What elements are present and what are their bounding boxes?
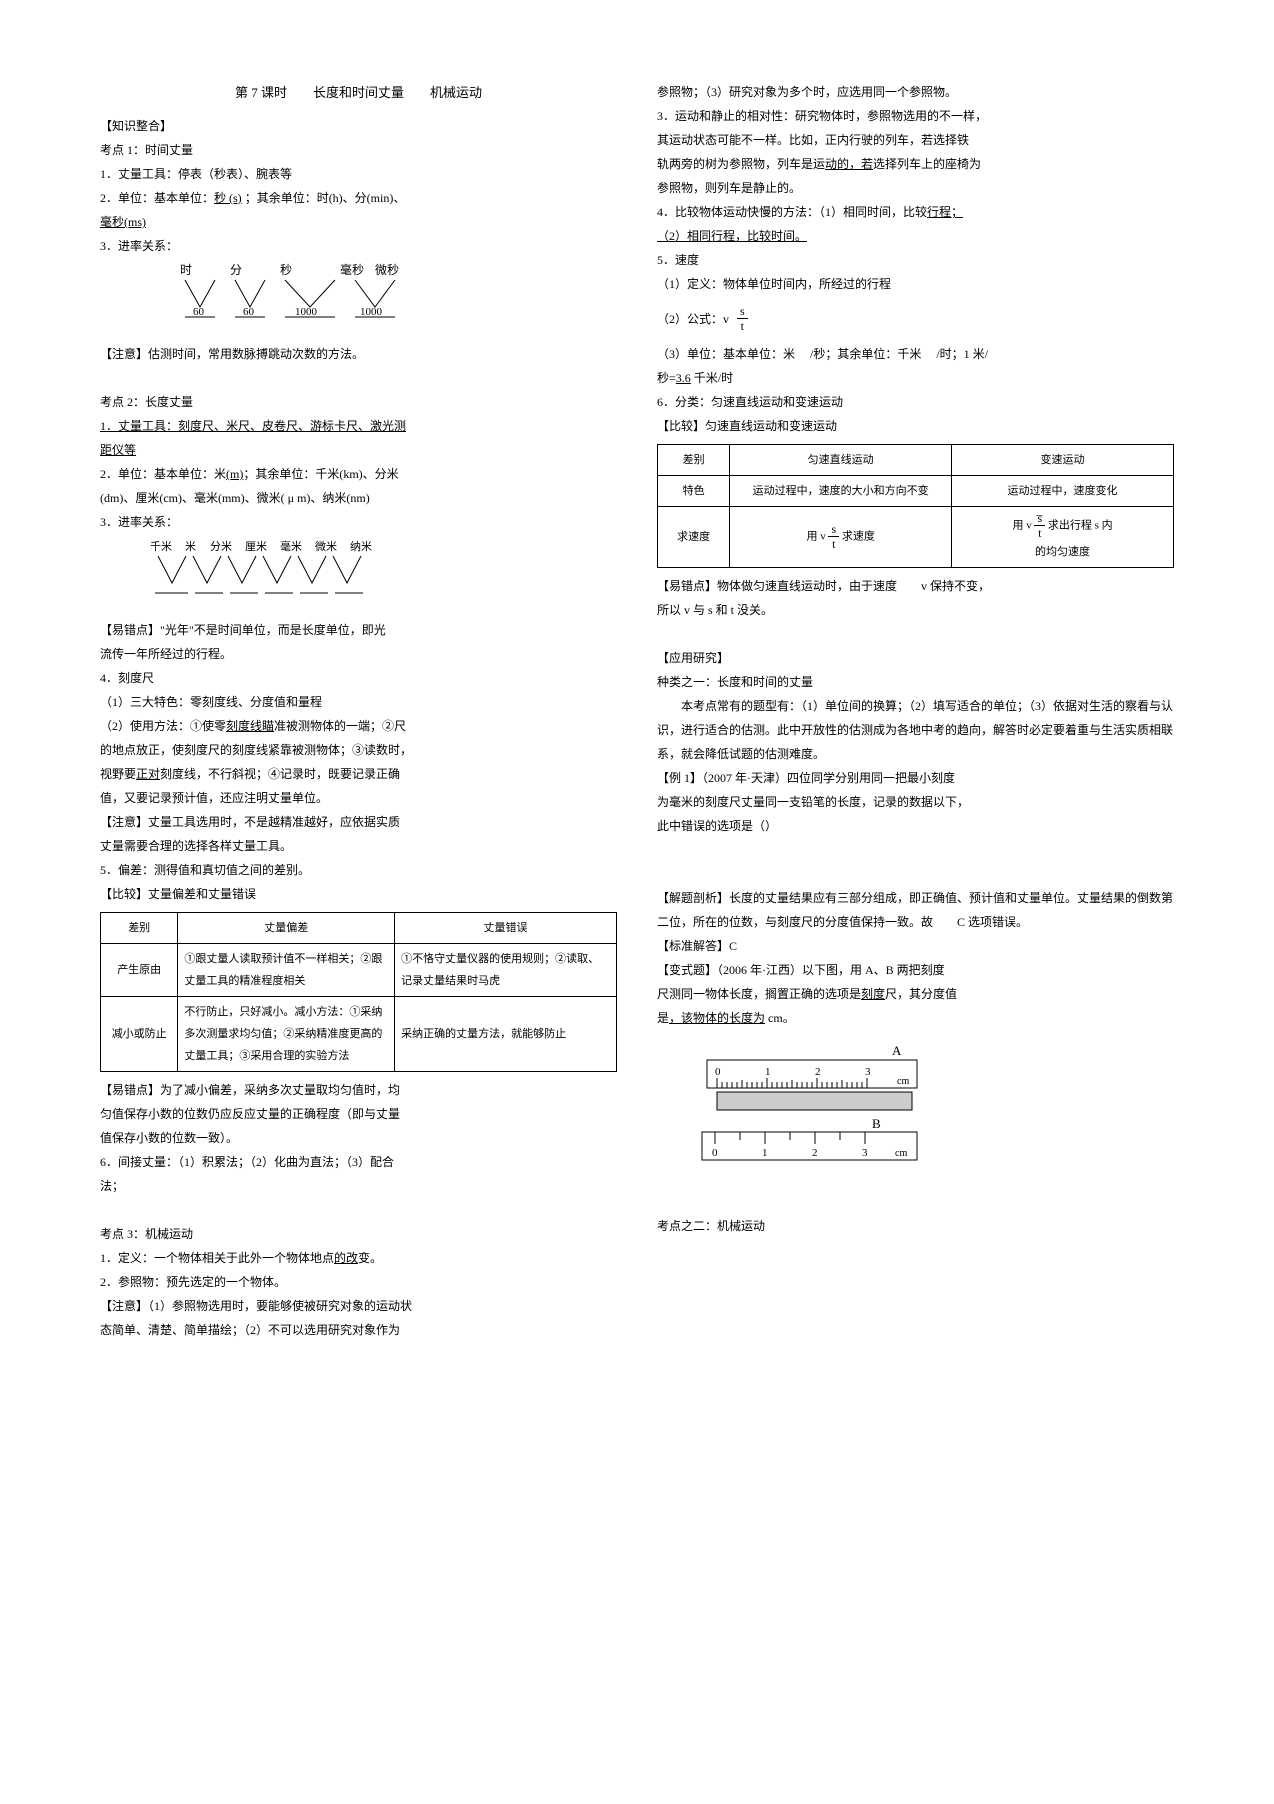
kp1-units: 2．单位：基本单位：秒 (s) ；其余单位：时(h)、分(min)、 [100,186,617,210]
speed-def: （1）定义：物体单位时间内，所经过的行程 [657,272,1174,296]
svg-text:分米: 分米 [210,540,232,553]
ex1-c: 此中错误的选项是（） [657,814,1174,838]
kp3: 考点 3：机械运动 [100,1222,617,1246]
kp2-error: 5．偏差：测得值和真切值之间的差别。 [100,858,617,882]
svg-text:1000: 1000 [295,306,318,318]
svg-text:0: 0 [712,1147,718,1159]
relativity-d: 参照物，则列车是静止的。 [657,176,1174,200]
err-lightyear-b: 流传一年所经过的行程。 [100,642,617,666]
kp2-rate: 3．进率关系： [100,510,617,534]
kp3-def: 1．定义：一个物体相关于此外一个物体地点的改变。 [100,1246,617,1270]
svg-text:毫米: 毫米 [280,539,302,553]
svg-text:cm: cm [897,1076,909,1087]
svg-text:分: 分 [230,263,242,277]
speed: 5．速度 [657,248,1174,272]
compare-speed-2: （2）相同行程，比较时间。 [657,224,1174,248]
svg-text:时: 时 [180,263,192,277]
svg-text:cm: cm [895,1148,907,1159]
err-avg-a: 【易错点】为了减小偏差，采纳多次丈量取均匀值时，均 [100,1078,617,1102]
variant-b: 尺测同一物体长度，搁置正确的选项是刻度尺，其分度值 [657,982,1174,1006]
analysis: 【解题剖析】长度的丈量结果应有三部分组成，即正确值、预计值和丈量单位。丈量结果的… [657,886,1174,934]
err-uniform-b: 所以 v 与 s 和 t 没关。 [657,598,1174,622]
note-pulse: 【注意】估测时间，常用数脉搏跳动次数的方法。 [100,342,617,366]
speed-unit-a: （3）单位：基本单位：米 /秒；其余单位：千米 /时；1 米/ [657,342,1174,366]
compare-speed: 4．比较物体运动快慢的方法：（1）相同时间，比较行程； [657,200,1174,224]
length-rate-diagram: 千米米 分米厘米毫米微米纳米 [100,538,617,608]
speed-formula: （2）公式：v st [657,304,1174,334]
svg-text:2: 2 [812,1147,818,1159]
kp1-rate: 3．进率关系： [100,234,617,258]
kp2-ruler: 4．刻度尺 [100,666,617,690]
svg-text:米: 米 [185,540,196,553]
compare-error: 【比较】丈量偏差和丈量错误 [100,882,617,906]
ex1-b: 为毫米的刻度尺丈量同一支铅笔的长度，记录的数据以下， [657,790,1174,814]
compare-motion: 【比较】匀速直线运动和变速运动 [657,414,1174,438]
lesson-title: 第 7 课时 长度和时间丈量 机械运动 [100,80,617,106]
err-uniform-a: 【易错点】物体做匀速直线运动时，由于速度 v 保持不变， [657,574,1174,598]
error-comparison-table: 差别丈量偏差丈量错误 产生原由①跟丈量人读取预计值不一样相关；②跟丈量工具的精准… [100,912,617,1072]
speed-unit-b: 秒=3.6 千米/时 [657,366,1174,390]
kp2-indirect-b: 法； [100,1174,617,1198]
svg-text:1000: 1000 [360,306,383,318]
svg-text:3: 3 [862,1147,868,1159]
svg-text:1: 1 [765,1066,771,1078]
svg-text:0: 0 [715,1066,721,1078]
svg-text:微米: 微米 [315,539,337,553]
svg-text:厘米: 厘米 [245,540,267,553]
app-type1: 种类之一：长度和时间的丈量 [657,670,1174,694]
err-avg-b: 匀值保存小数的位数仍应反应丈量的正确程度（即与丈量 [100,1102,617,1126]
relativity-c: 轨两旁的树为参照物，列车是运动的，若选择列车上的座椅为 [657,152,1174,176]
kp2-ruler-1: （1）三大特色：零刻度线、分度值和量程 [100,690,617,714]
kp2-tools-a: 1．丈量工具：刻度尺、米尺、皮卷尺、游标卡尺、激光测 [100,414,617,438]
motion-comparison-table: 差别匀速直线运动变速运动 特色运动过程中，速度的大小和方向不变运动过程中，速度变… [657,444,1174,568]
note-ref-a: 【注意】（1）参照物选用时，要能够使被研究对象的运动状 [100,1294,617,1318]
app-desc: 本考点常有的题型有：（1）单位间的换算；（2）填写适合的单位；（3）依据对生活的… [657,694,1174,766]
ex1-a: 【例 1】（2007 年·天津）四位同学分别用同一把最小刻度 [657,766,1174,790]
relativity-b: 其运动状态可能不一样。比如，正内行驶的列车，若选择铁 [657,128,1174,152]
kp1-tools: 1．丈量工具：停表（秒表）、腕表等 [100,162,617,186]
svg-text:B: B [872,1116,881,1131]
svg-text:2: 2 [815,1066,821,1078]
svg-text:微秒: 微秒 [375,263,399,277]
ref-cont: 参照物；（3）研究对象为多个时，应选用同一个参照物。 [657,80,1174,104]
kp2-units: 2．单位：基本单位：米(m)；其余单位：千米(km)、分米 [100,462,617,486]
svg-text:60: 60 [243,306,255,318]
kp2-ruler-2h: 值，又要记录预计值，还应注明丈量单位。 [100,786,617,810]
kp2: 考点 2：长度丈量 [100,390,617,414]
svg-text:A: A [892,1043,902,1058]
kp1-units-ms: 毫秒(ms) [100,210,617,234]
svg-text:纳米: 纳米 [350,540,372,553]
application: 【应用研究】 [657,646,1174,670]
kp2-ruler-2a: （2）使用方法：①使零刻度线瞄准被测物体的一端；②尺 [100,714,617,738]
svg-text:1: 1 [762,1147,768,1159]
kp2-units-2: (dm)、厘米(cm)、毫米(mm)、微米( μ m)、纳米(nm) [100,486,617,510]
kp2-ruler-2e: 视野要正对刻度线，不行斜视；④记录时，既要记录正确 [100,762,617,786]
kp2-indirect-a: 6．间接丈量：（1）积累法；（2）化曲为直法；（3）配合 [100,1150,617,1174]
kp1: 考点 1：时间丈量 [100,138,617,162]
svg-text:3: 3 [865,1066,871,1078]
note-ref-b: 态简单、清楚、简单描绘；（2）不可以选用研究对象作为 [100,1318,617,1342]
relativity-a: 3．运动和静止的相对性：研究物体时，参照物选用的不一样， [657,104,1174,128]
kp-type2: 考点之二：机械运动 [657,1214,1174,1238]
err-avg-c: 值保存小数的位数一致）。 [100,1126,617,1150]
ruler-diagram: A 0 1 2 3 cm B 0 1 2 3 cm [657,1040,1174,1180]
time-rate-diagram: 时 分 秒 毫秒 微秒 60 60 1000 1000 [100,262,617,332]
variant-c: 是，该物体的长度为 cm。 [657,1006,1174,1030]
svg-text:60: 60 [193,306,205,318]
kp2-ruler-2d: 的地点放正，使刻度尺的刻度线紧靠被测物体；③读数时， [100,738,617,762]
kp2-tools-b: 距仪等 [100,438,617,462]
err-lightyear-a: 【易错点】"光年"不是时间单位，而是长度单位，即光 [100,618,617,642]
kp3-ref: 2．参照物：预先选定的一个物体。 [100,1270,617,1294]
note-tool-b: 丈量需要合理的选择各样丈量工具。 [100,834,617,858]
svg-text:秒: 秒 [280,263,292,277]
svg-text:千米: 千米 [150,540,172,553]
svg-text:毫秒: 毫秒 [340,262,364,277]
answer: 【标准解答】C [657,934,1174,958]
variant-a: 【变式题】（2006 年·江西）以下图，用 A、B 两把刻度 [657,958,1174,982]
section-knowledge: 【知识整合】 [100,114,617,138]
note-tool-a: 【注意】丈量工具选用时，不是越精准越好，应依据实质 [100,810,617,834]
speed-class: 6．分类：匀速直线运动和变速运动 [657,390,1174,414]
